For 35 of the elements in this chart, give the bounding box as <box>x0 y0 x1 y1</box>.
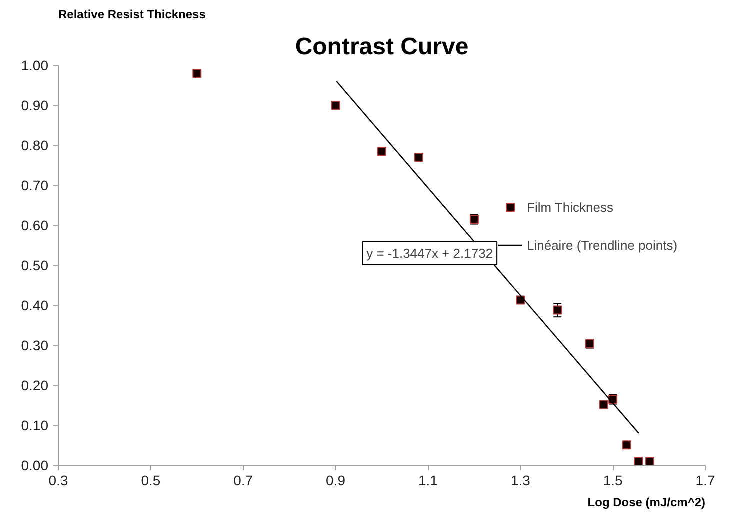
point <box>414 153 424 162</box>
y-tick-label: 0.50 <box>21 258 49 274</box>
chart-title: Contrast Curve <box>295 34 469 60</box>
point <box>622 440 632 450</box>
legend-label: Linéaire (Trendline points) <box>527 238 678 252</box>
y-tick-label: 0.40 <box>21 298 49 314</box>
x-axis-title: Log Dose (mJ/cm^2) <box>588 496 706 510</box>
point <box>378 147 386 156</box>
x-tick-label: 0.5 <box>141 472 161 488</box>
x-tick-label: 1.7 <box>696 472 716 488</box>
x-tick-label: 1.3 <box>510 472 531 488</box>
y-tick-label: 0.60 <box>21 218 49 234</box>
y-tick-label: 0.10 <box>21 418 49 434</box>
y-tick-label: 0.20 <box>21 378 49 394</box>
legend-label: Film Thickness <box>527 200 614 214</box>
y-tick-label: 0.70 <box>21 178 49 194</box>
x-tick-label: 0.3 <box>48 472 68 488</box>
point <box>331 101 340 110</box>
y-tick-label: 0.90 <box>21 98 49 114</box>
annotation: y = -1.3447x + 2.1732 <box>366 246 494 261</box>
point <box>516 296 526 305</box>
y-tick-label: 0.30 <box>21 338 49 354</box>
y-axis-title: Relative Resist Thickness <box>58 8 206 22</box>
y-tick-label: 0.00 <box>21 458 49 474</box>
point <box>634 457 643 466</box>
x-tick-label: 0.7 <box>234 472 254 488</box>
x-tick-label: 1.1 <box>418 472 438 488</box>
y-tick-label: 0.80 <box>21 138 49 154</box>
point <box>599 400 608 410</box>
point <box>553 306 562 315</box>
y-tick-label: 1.00 <box>21 58 49 74</box>
x-tick-label: 0.9 <box>326 472 346 488</box>
point <box>646 457 655 466</box>
x-tick-label: 1.5 <box>603 472 624 488</box>
point <box>192 69 202 78</box>
